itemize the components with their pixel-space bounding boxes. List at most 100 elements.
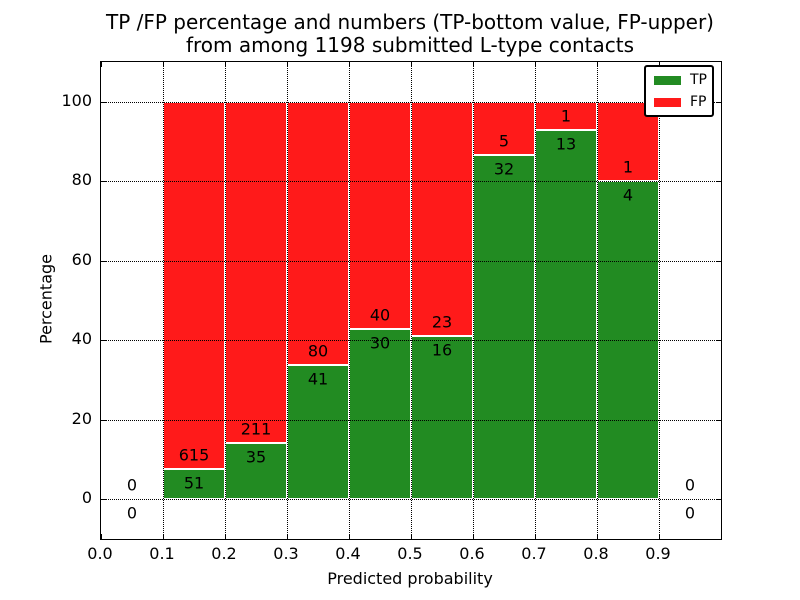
x-tick-label: 0.2 xyxy=(211,544,237,563)
fp-bar-segment xyxy=(287,101,349,365)
fp-count-label: 0 xyxy=(684,475,696,495)
gridline-y-80 xyxy=(101,181,721,183)
tp-count-label: 41 xyxy=(307,369,329,389)
fp-count-label: 211 xyxy=(240,419,272,439)
plot-area: 0 0 615 51 211 35 80 41 40 30 23 16 5 32 1 13 1 4 0 0 xyxy=(100,61,722,540)
fp-count-label: 1 xyxy=(622,157,634,177)
legend-item-fp: FP xyxy=(654,94,707,110)
fp-bar-segment xyxy=(473,101,535,156)
tp-count-label: 35 xyxy=(245,447,267,467)
y-tickmark-right xyxy=(716,101,721,103)
y-tickmark-left xyxy=(101,499,106,501)
legend: TP FP xyxy=(644,65,714,117)
y-tickmark-right xyxy=(716,419,721,421)
x-tickmark-bottom xyxy=(411,534,412,539)
tp-bar-segment xyxy=(163,468,225,500)
x-tick-label: 0.6 xyxy=(459,544,485,563)
tp-count-label: 4 xyxy=(622,185,634,205)
tp-bar-segment xyxy=(473,155,535,500)
fp-bar-segment xyxy=(349,101,411,329)
y-tickmark-left xyxy=(101,101,106,103)
fp-bar-segment xyxy=(163,101,225,469)
gridline-y-20 xyxy=(101,419,721,421)
x-tickmark-top xyxy=(163,62,164,67)
fp-count-label: 0 xyxy=(126,475,138,495)
tp-count-label: 13 xyxy=(555,134,577,154)
x-tickmark-bottom xyxy=(473,534,474,539)
fp-swatch-icon xyxy=(654,97,681,107)
tp-count-label: 16 xyxy=(431,340,453,360)
y-tickmark-left xyxy=(101,419,106,421)
y-tickmark-right xyxy=(716,260,721,262)
y-tickmark-left xyxy=(101,260,106,262)
y-tick-label: 80 xyxy=(71,170,92,190)
gridline-x-0.4 xyxy=(349,62,350,539)
tp-count-label: 0 xyxy=(126,503,138,523)
x-tickmark-bottom xyxy=(163,534,164,539)
x-tick-label: 0.8 xyxy=(583,544,609,563)
x-tickmark-top xyxy=(659,62,660,67)
chart-title: TP /FP percentage and numbers (TP-bottom… xyxy=(106,11,714,57)
y-tickmark-left xyxy=(101,340,106,342)
x-tick-label: 0.5 xyxy=(397,544,423,563)
chart-title-line1: TP /FP percentage and numbers (TP-bottom… xyxy=(106,10,714,34)
x-tick-label: 0.0 xyxy=(87,544,113,563)
x-tick-label: 0.7 xyxy=(521,544,547,563)
tp-bar-segment xyxy=(225,442,287,500)
tp-count-label: 51 xyxy=(183,473,205,493)
gridline-x-0.2 xyxy=(225,62,226,539)
y-tickmark-right xyxy=(716,499,721,501)
y-tick-label: 40 xyxy=(71,329,92,349)
gridline-x-0.3 xyxy=(287,62,288,539)
chart-title-line2: from among 1198 submitted L-type contact… xyxy=(185,33,635,57)
fp-count-label: 615 xyxy=(178,445,210,465)
x-tickmark-top xyxy=(411,62,412,67)
x-tick-label: 0.9 xyxy=(645,544,671,563)
fp-count-label: 1 xyxy=(560,106,572,126)
tp-bar-segment xyxy=(411,336,473,500)
x-tickmark-bottom xyxy=(659,534,660,539)
y-tickmark-right xyxy=(716,340,721,342)
fp-bar-segment xyxy=(225,101,287,443)
gridline-y-60 xyxy=(101,260,721,262)
fp-count-label: 40 xyxy=(369,305,391,325)
y-tick-label: 60 xyxy=(71,249,92,269)
x-tickmark-bottom xyxy=(349,534,350,539)
fp-bar-segment xyxy=(411,101,473,337)
legend-label-fp: FP xyxy=(690,94,707,110)
y-tickmark-left xyxy=(101,181,106,183)
x-tickmark-bottom xyxy=(597,534,598,539)
x-tickmark-top xyxy=(287,62,288,67)
fp-count-label: 80 xyxy=(307,341,329,361)
fp-count-label: 23 xyxy=(431,312,453,332)
gridline-x-0.1 xyxy=(163,62,164,539)
gridline-x-0.5 xyxy=(411,62,412,539)
x-tick-label: 0.4 xyxy=(335,544,361,563)
tp-count-label: 30 xyxy=(369,333,391,353)
gridline-y-40 xyxy=(101,340,721,342)
gridline-y-100 xyxy=(101,101,721,103)
x-tick-label: 0.1 xyxy=(149,544,175,563)
y-tickmark-right xyxy=(716,181,721,183)
x-tickmark-top xyxy=(225,62,226,67)
x-tickmark-top xyxy=(473,62,474,67)
gridline-x-0.6 xyxy=(473,62,474,539)
x-tickmark-bottom xyxy=(535,534,536,539)
x-tickmark-bottom xyxy=(225,534,226,539)
tp-count-label: 32 xyxy=(493,159,515,179)
gridline-x-0.9 xyxy=(659,62,660,539)
y-tick-label: 0 xyxy=(81,488,92,508)
x-tickmark-top xyxy=(349,62,350,67)
x-tickmark-top xyxy=(535,62,536,67)
gridline-x-0.8 xyxy=(597,62,598,539)
x-axis-label: Predicted probability xyxy=(327,569,493,588)
tp-bar-segment xyxy=(535,130,597,500)
x-tickmark-bottom xyxy=(287,534,288,539)
y-tick-label: 20 xyxy=(71,408,92,428)
tp-swatch-icon xyxy=(654,75,681,85)
tp-bar-segment xyxy=(349,328,411,500)
x-tick-label: 0.3 xyxy=(273,544,299,563)
fp-count-label: 5 xyxy=(498,131,510,151)
gridline-x-0.7 xyxy=(535,62,536,539)
